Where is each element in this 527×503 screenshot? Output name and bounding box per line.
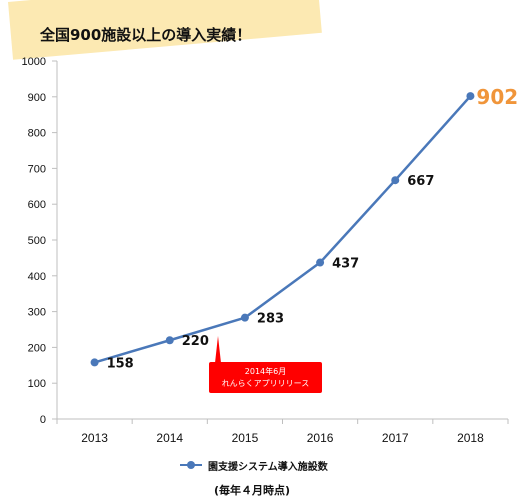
legend-line-marker-icon bbox=[180, 460, 202, 470]
y-tick-label: 0 bbox=[40, 414, 46, 426]
data-label: 667 bbox=[407, 174, 434, 189]
x-tick-label: 2018 bbox=[457, 431, 484, 445]
x-tick-label: 2013 bbox=[81, 431, 108, 445]
data-point bbox=[90, 358, 99, 367]
y-tick-label: 800 bbox=[28, 128, 46, 140]
y-tick-label: 400 bbox=[28, 271, 46, 283]
y-tick-label: 300 bbox=[28, 307, 46, 319]
callout-text: れんらくアプリリリース bbox=[221, 378, 310, 388]
data-point bbox=[466, 92, 475, 101]
data-label: 220 bbox=[182, 334, 209, 349]
x-tick-label: 2014 bbox=[156, 431, 183, 445]
y-tick-label: 200 bbox=[28, 342, 46, 354]
chart-series bbox=[90, 92, 475, 367]
footnote: (毎年４月時点) bbox=[214, 484, 291, 497]
data-point bbox=[391, 176, 400, 185]
chart-legend: 園支援システム導入施設数 bbox=[180, 458, 390, 473]
y-tick-label: 1000 bbox=[22, 56, 46, 68]
data-label: 902 bbox=[476, 85, 518, 109]
y-tick-label: 700 bbox=[28, 163, 46, 175]
x-tick-label: 2017 bbox=[382, 431, 409, 445]
y-axis-ticks: 0 100 200 300 400 500 600 700 800 900 1000 bbox=[22, 56, 57, 426]
series-line bbox=[94, 95, 472, 364]
headline-text: 全国900施設以上の導入実績！ bbox=[40, 26, 252, 44]
data-label: 437 bbox=[332, 257, 359, 272]
legend-label: 園支援システム導入施設数 bbox=[208, 461, 328, 473]
data-point bbox=[316, 258, 325, 267]
y-tick-label: 600 bbox=[28, 199, 46, 211]
data-point bbox=[240, 313, 249, 322]
data-label: 283 bbox=[257, 312, 284, 327]
data-labels: 158 220 283 437 667 902 bbox=[107, 85, 519, 371]
data-point bbox=[165, 336, 174, 345]
release-callout: 2014年6月 れんらくアプリリリース bbox=[209, 362, 322, 393]
callout-pointer bbox=[215, 336, 221, 363]
y-tick-label: 100 bbox=[28, 378, 46, 390]
x-tick-label: 2015 bbox=[232, 431, 259, 445]
callout-date: 2014年6月 bbox=[244, 366, 287, 376]
x-axis-ticks: 2013 2014 2015 2016 2017 2018 bbox=[56, 419, 509, 445]
x-tick-label: 2016 bbox=[307, 431, 334, 445]
y-tick-label: 900 bbox=[28, 92, 46, 104]
y-tick-label: 500 bbox=[28, 235, 46, 247]
data-label: 158 bbox=[107, 356, 134, 371]
